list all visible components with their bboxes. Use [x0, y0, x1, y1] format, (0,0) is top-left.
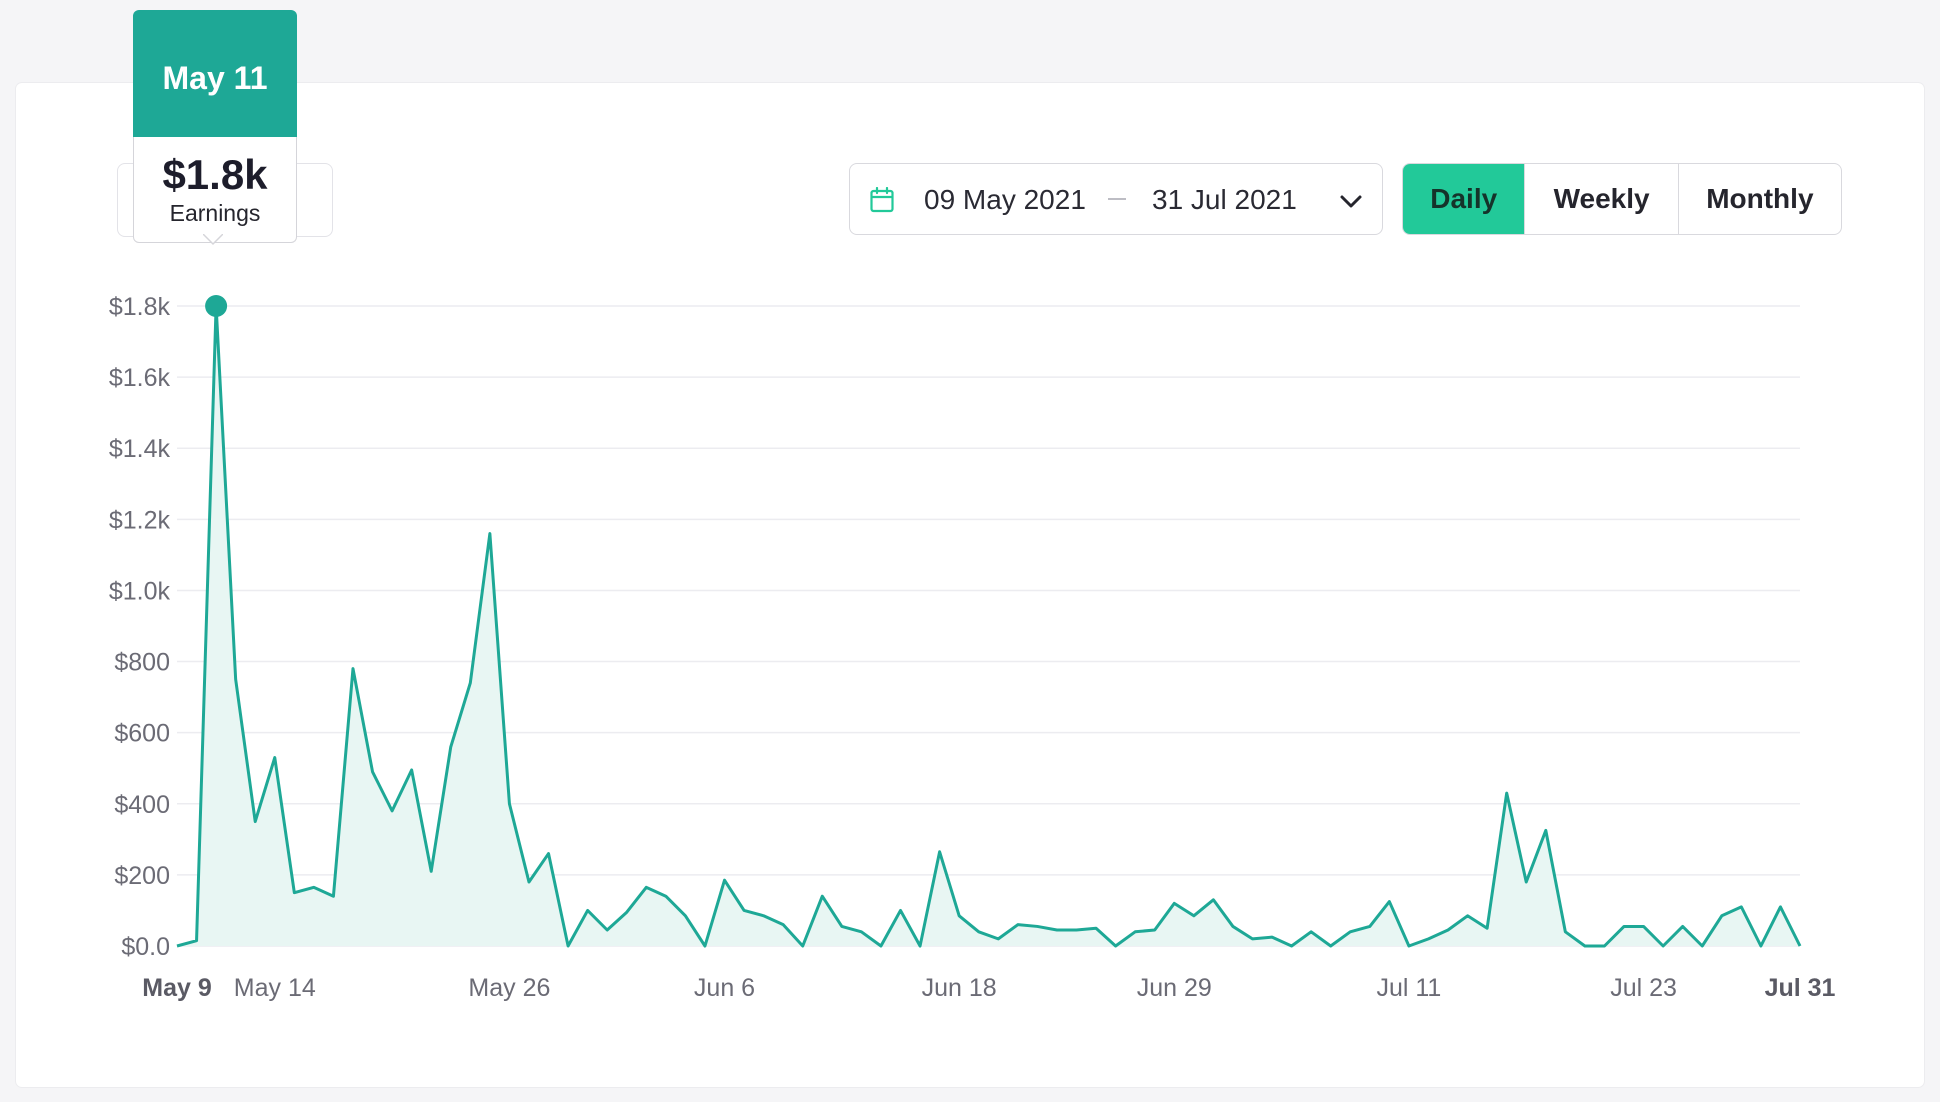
- tooltip-date: May 11: [133, 10, 297, 137]
- date-range-start: 09 May 2021: [924, 184, 1086, 215]
- date-range-end: 31 Jul 2021: [1152, 184, 1297, 215]
- weekly-button[interactable]: Weekly: [1524, 164, 1677, 234]
- chart-tooltip: May 11 $1.8k Earnings: [133, 10, 297, 246]
- tooltip-arrow: [203, 234, 223, 246]
- tooltip-value: $1.8k: [162, 151, 268, 198]
- monthly-button[interactable]: Monthly: [1677, 164, 1841, 234]
- calendar-icon: [870, 187, 894, 213]
- tooltip-body: $1.8k Earnings: [133, 137, 297, 243]
- daily-button[interactable]: Daily: [1403, 164, 1525, 234]
- chevron-down-icon: [1340, 195, 1362, 208]
- granularity-toggle: Daily Weekly Monthly: [1402, 163, 1842, 235]
- tooltip-label: Earnings: [169, 200, 261, 226]
- date-range-picker[interactable]: 09 May 2021 31 Jul 2021: [849, 163, 1383, 235]
- date-range-separator: [1108, 198, 1126, 200]
